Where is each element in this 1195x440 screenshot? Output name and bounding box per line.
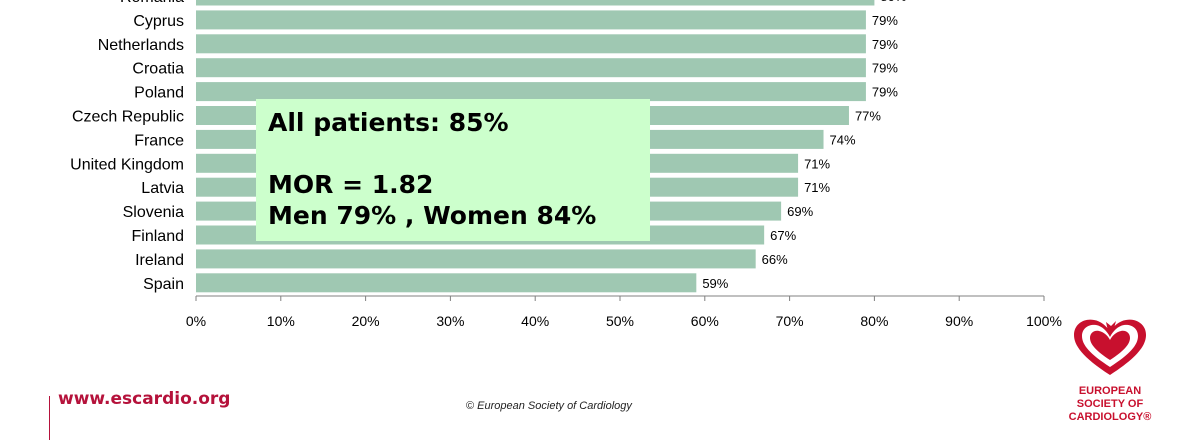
copyright-notice: © European Society of Cardiology <box>466 400 632 412</box>
value-label: 71% <box>804 180 830 195</box>
esc-logo: EUROPEAN SOCIETY OF CARDIOLOGY® <box>1064 317 1156 423</box>
x-tick-label: 50% <box>606 313 634 329</box>
value-label: 79% <box>872 61 898 76</box>
callout-all-patients: All patients: 85% <box>268 108 509 137</box>
value-label: 77% <box>855 109 881 124</box>
bar <box>196 34 866 54</box>
category-label: France <box>134 132 184 149</box>
heart-icon <box>1074 319 1146 375</box>
value-label: 67% <box>770 228 796 243</box>
category-label: Slovenia <box>123 204 184 221</box>
category-label: Czech Republic <box>72 109 184 126</box>
x-tick-label: 40% <box>521 313 549 329</box>
bar <box>196 10 866 30</box>
callout-spacer <box>268 138 638 169</box>
bar <box>196 58 866 78</box>
website-link[interactable]: www.escardio.org <box>58 389 231 409</box>
value-label: 66% <box>762 252 788 267</box>
value-label: 79% <box>872 85 898 100</box>
category-label: Croatia <box>132 61 184 78</box>
category-label: Latvia <box>141 180 184 197</box>
category-label: Ireland <box>135 252 184 269</box>
copyright-symbol: © <box>466 400 475 412</box>
category-label: Finland <box>132 228 184 245</box>
value-label: 69% <box>787 204 813 219</box>
value-label: 79% <box>872 37 898 52</box>
x-tick-label: 60% <box>691 313 719 329</box>
value-label: 79% <box>872 13 898 28</box>
copyright-text: European Society of Cardiology <box>477 400 632 412</box>
x-tick-label: 90% <box>945 313 973 329</box>
callout-men-women: Men 79% , Women 84% <box>268 201 597 230</box>
category-label: Cyprus <box>133 13 184 30</box>
category-label: Romania <box>120 0 184 6</box>
logo-line-cardiology: CARDIOLOGY® <box>1068 411 1152 423</box>
value-label: 74% <box>830 132 856 147</box>
bar <box>196 273 697 293</box>
x-tick-label: 70% <box>776 313 804 329</box>
bar <box>196 249 756 269</box>
logo-line-society: SOCIETY OF <box>1076 398 1144 410</box>
category-label: Spain <box>143 276 184 293</box>
value-label: 71% <box>804 156 830 171</box>
value-label: 80% <box>880 0 906 4</box>
summary-callout: All patients: 85% MOR = 1.82 Men 79% , W… <box>256 99 650 241</box>
x-tick-label: 100% <box>1026 313 1062 329</box>
callout-mor: MOR = 1.82 <box>268 170 434 199</box>
x-tick-label: 30% <box>436 313 464 329</box>
category-label: United Kingdom <box>70 156 184 173</box>
x-tick-label: 20% <box>352 313 380 329</box>
x-tick-label: 10% <box>267 313 295 329</box>
category-label: Netherlands <box>98 37 184 54</box>
bar <box>196 0 875 6</box>
logo-line-european: EUROPEAN <box>1078 385 1142 397</box>
footer-divider <box>49 396 50 440</box>
bar <box>196 82 866 102</box>
category-label: Poland <box>134 85 184 102</box>
value-label: 59% <box>702 276 728 291</box>
x-tick-label: 0% <box>186 313 206 329</box>
x-tick-label: 80% <box>860 313 888 329</box>
